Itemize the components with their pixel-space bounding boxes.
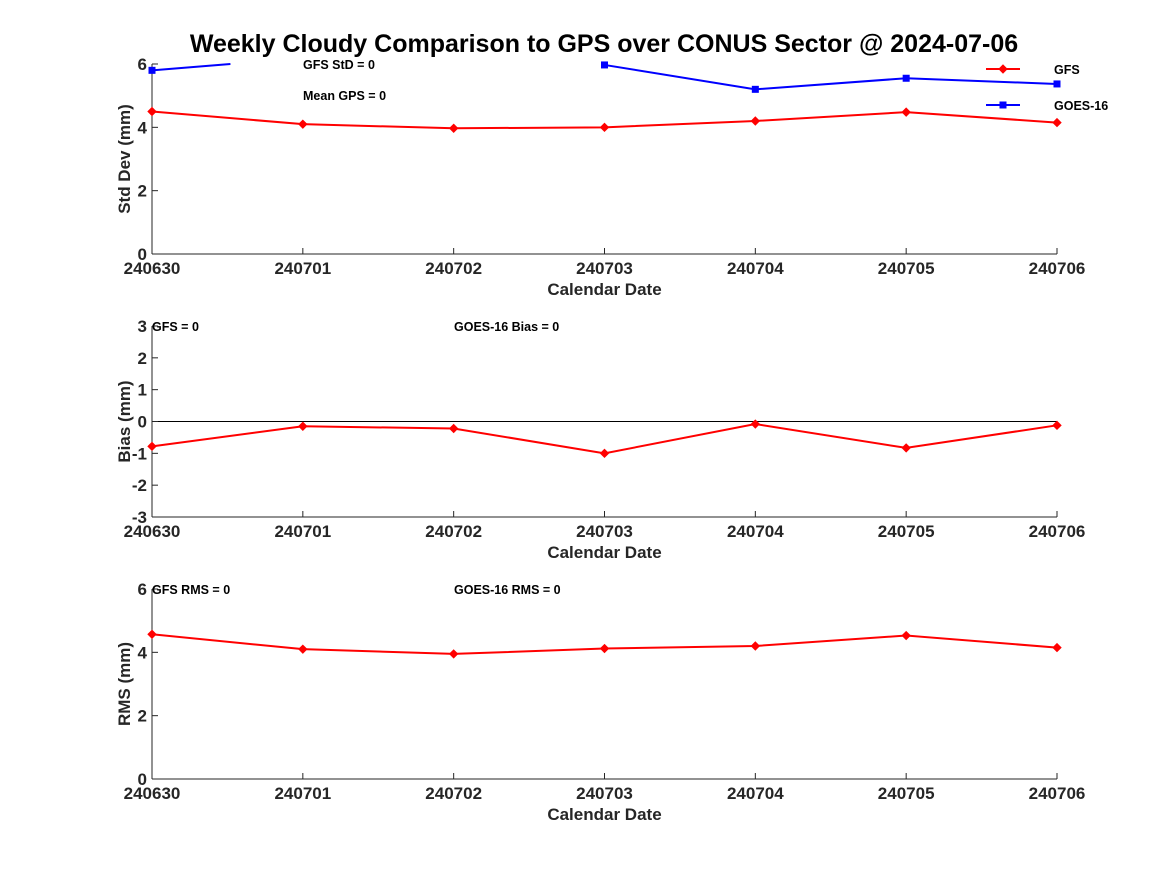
legend-marker [998,64,1008,74]
y-tick-label: 2 [138,349,147,368]
x-axis-label: Calendar Date [547,280,661,299]
subplot-3: 240630 240701 240702 240703 240704 240705 2407… [115,580,1085,824]
y-axis-label: RMS (mm) [115,642,134,726]
data-point [750,419,761,429]
y-tick-label: 4 [138,643,148,662]
data-point [901,107,911,117]
x-tick-label: 240706 [1029,259,1086,278]
legend-marker [999,101,1007,109]
chart-title: Weekly Cloudy Comparison to GPS over CON… [190,30,1018,58]
data-point [901,630,911,641]
x-tick-label: 240702 [425,259,482,278]
x-axis-label: Calendar Date [547,805,661,824]
y-axis-label: Std Dev (mm) [115,104,134,214]
x-tick-label: 240702 [425,784,482,803]
data-point [750,641,761,651]
y-tick-label: 2 [138,182,147,201]
y-tick-label: 1 [138,381,147,400]
y-tick-label: 0 [138,413,147,432]
subplot-1: 240630 240701 240702 240703 240704 240705 2407… [115,55,1108,299]
data-point [147,106,157,117]
x-tick-label: 240704 [727,522,784,541]
y-tick-label: 0 [138,770,147,789]
y-tick-label: 3 [138,317,147,336]
x-tick-label: 240703 [576,784,633,803]
x-tick-label: 240703 [576,522,633,541]
series-gfs [147,419,1062,459]
x-tick-label: 240702 [425,522,482,541]
data-point [298,421,308,431]
data-point [148,66,156,74]
series-gfs [147,106,1062,133]
legend: GFS GOES-16 [986,63,1108,113]
annotation-text: GFS StD = 0 [303,58,375,72]
y-tick-label: 2 [138,707,147,726]
x-tick-label: 240703 [576,259,633,278]
annotation-text: GOES-16 Bias = 0 [454,320,559,334]
x-axis-label: Calendar Date [547,543,661,562]
annotation-text: GOES-16 RMS = 0 [454,583,561,597]
x-tick-label: 240705 [878,784,935,803]
data-point [599,122,610,133]
data-point [298,119,308,129]
data-point [751,85,759,93]
data-point [1053,80,1061,88]
subplot-2: 240630 240701 240702 240703 240704 240705 2407… [115,317,1085,562]
data-point [448,423,459,434]
series-line [604,63,1058,91]
annotation-text: GFS = 0 [152,320,199,334]
data-point [147,629,157,639]
y-tick-label: 4 [138,118,148,137]
x-tick-label: 240704 [727,259,784,278]
data-point [901,443,911,453]
data-point [750,116,761,126]
legend-entry-label: GOES-16 [1054,99,1108,113]
series-line-segment [151,63,231,72]
x-tick-label: 240705 [878,522,935,541]
plots-layer: 240630 240701 240702 240703 240704 240705 2407… [115,55,1108,824]
data-point [1052,642,1062,653]
data-point [448,123,459,133]
x-tick-label: 240701 [274,784,331,803]
y-tick-label: 6 [138,55,147,74]
legend-entry-label: GFS [1054,63,1080,77]
x-tick-label: 240706 [1029,522,1086,541]
series-gfs [147,629,1062,659]
y-tick-label: 0 [138,245,147,264]
data-point [448,649,459,659]
x-tick-label: 240630 [124,259,181,278]
data-point [147,441,157,452]
y-tick-label: 6 [138,580,147,599]
data-point [1052,420,1062,431]
x-tick-label: 240704 [727,784,784,803]
x-tick-label: 240705 [878,259,935,278]
x-tick-label: 240701 [274,522,331,541]
series-goes-16 [148,61,1061,93]
data-point [599,643,610,654]
x-tick-label: 240701 [274,259,331,278]
annotation-text: GFS RMS = 0 [152,583,230,597]
annotation-text: Mean GPS = 0 [303,89,386,103]
data-point [599,448,610,459]
y-axis-label: Bias (mm) [115,380,134,462]
y-tick-label: -2 [132,476,147,495]
data-point [1052,117,1062,128]
x-tick-label: 240706 [1029,784,1086,803]
y-tick-label: -3 [132,508,147,527]
x-tick-label: 240630 [124,522,181,541]
x-tick-label: 240630 [124,784,181,803]
data-point [601,61,608,69]
data-point [298,644,308,654]
y-tick-label: -1 [132,444,147,463]
data-point [902,74,910,82]
